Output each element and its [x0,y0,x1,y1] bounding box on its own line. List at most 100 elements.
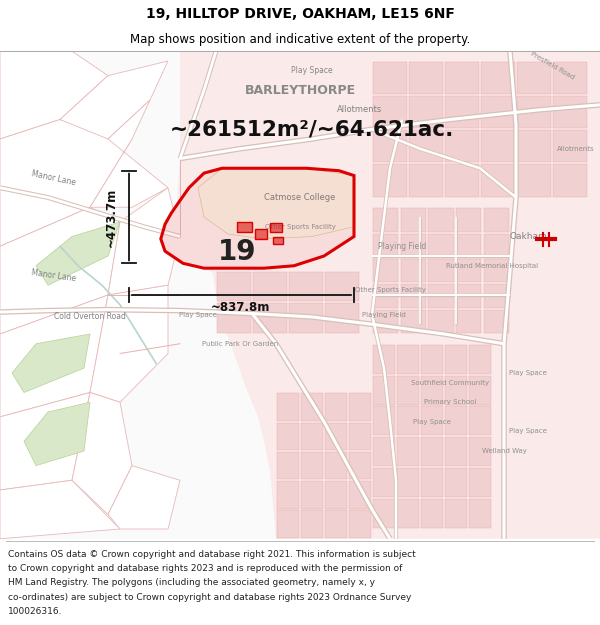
Polygon shape [401,284,426,308]
Polygon shape [60,61,168,139]
Polygon shape [0,51,300,539]
Polygon shape [469,345,491,374]
Polygon shape [428,259,454,282]
Polygon shape [517,164,551,196]
Polygon shape [217,272,251,301]
Polygon shape [301,511,323,538]
Polygon shape [445,438,467,466]
Text: Allotments: Allotments [557,146,595,152]
Polygon shape [553,164,587,196]
Polygon shape [373,208,398,232]
Polygon shape [0,208,120,334]
Text: Oakham: Oakham [509,232,547,241]
Polygon shape [401,259,426,282]
Polygon shape [481,130,515,162]
Text: co-ordinates) are subject to Crown copyright and database rights 2023 Ordnance S: co-ordinates) are subject to Crown copyr… [8,592,411,602]
Polygon shape [277,511,299,538]
Polygon shape [277,452,299,479]
Text: Play Space: Play Space [509,370,547,376]
Text: Playing Field: Playing Field [362,311,406,318]
Polygon shape [0,480,120,539]
Polygon shape [373,259,398,282]
Polygon shape [428,208,454,232]
Polygon shape [90,100,168,208]
Polygon shape [217,303,251,333]
Polygon shape [445,468,467,497]
Polygon shape [456,259,481,282]
Polygon shape [481,62,515,94]
Polygon shape [198,168,354,239]
Polygon shape [397,345,419,374]
Polygon shape [401,208,426,232]
Polygon shape [421,468,443,497]
Text: to Crown copyright and database rights 2023 and is reproduced with the permissio: to Crown copyright and database rights 2… [8,564,402,573]
Polygon shape [397,376,419,404]
Text: Public Park Or Garden: Public Park Or Garden [202,341,278,347]
Polygon shape [428,284,454,308]
Text: Manor Lane: Manor Lane [31,169,77,187]
Text: Allotments: Allotments [337,105,383,114]
Polygon shape [0,392,90,490]
Polygon shape [325,422,347,450]
Polygon shape [72,392,132,514]
Polygon shape [373,438,395,466]
Polygon shape [469,406,491,436]
Polygon shape [161,168,354,268]
Polygon shape [349,452,371,479]
Polygon shape [325,303,359,333]
Polygon shape [397,499,419,528]
Text: Map shows position and indicative extent of the property.: Map shows position and indicative extent… [130,34,470,46]
Text: ~473.7m: ~473.7m [104,188,118,247]
Polygon shape [445,164,479,196]
Text: Other Sports Facility: Other Sports Facility [265,224,335,230]
Polygon shape [0,119,132,246]
Polygon shape [373,499,395,528]
Polygon shape [301,394,323,421]
Polygon shape [484,234,509,257]
Polygon shape [469,468,491,497]
Polygon shape [456,284,481,308]
Polygon shape [253,303,287,333]
Polygon shape [325,511,347,538]
Polygon shape [270,223,282,232]
Polygon shape [273,236,283,244]
Polygon shape [349,481,371,509]
Polygon shape [421,499,443,528]
Text: 100026316.: 100026316. [8,607,62,616]
Polygon shape [237,222,252,232]
Polygon shape [517,62,551,94]
Polygon shape [397,438,419,466]
Polygon shape [281,169,311,206]
Polygon shape [445,130,479,162]
Polygon shape [253,272,287,301]
Polygon shape [373,96,407,128]
Polygon shape [373,345,395,374]
Polygon shape [373,234,398,257]
Polygon shape [445,499,467,528]
Text: Play Space: Play Space [179,311,217,318]
Polygon shape [553,62,587,94]
Polygon shape [469,499,491,528]
Text: HM Land Registry. The polygons (including the associated geometry, namely x, y: HM Land Registry. The polygons (includin… [8,578,375,587]
Polygon shape [349,511,371,538]
Polygon shape [373,309,398,333]
Text: Catmose College: Catmose College [265,193,335,202]
Polygon shape [36,222,120,285]
Text: 19, HILLTOP DRIVE, OAKHAM, LE15 6NF: 19, HILLTOP DRIVE, OAKHAM, LE15 6NF [146,8,454,21]
Polygon shape [373,376,395,404]
Text: ~837.8m: ~837.8m [211,301,269,314]
Polygon shape [108,188,180,295]
Polygon shape [445,376,467,404]
Polygon shape [469,438,491,466]
Polygon shape [484,259,509,282]
Polygon shape [553,96,587,128]
Polygon shape [428,234,454,257]
Polygon shape [161,51,600,539]
Polygon shape [397,468,419,497]
Polygon shape [301,422,323,450]
Polygon shape [301,481,323,509]
Polygon shape [325,452,347,479]
Polygon shape [373,130,407,162]
Polygon shape [469,376,491,404]
Polygon shape [12,334,90,392]
